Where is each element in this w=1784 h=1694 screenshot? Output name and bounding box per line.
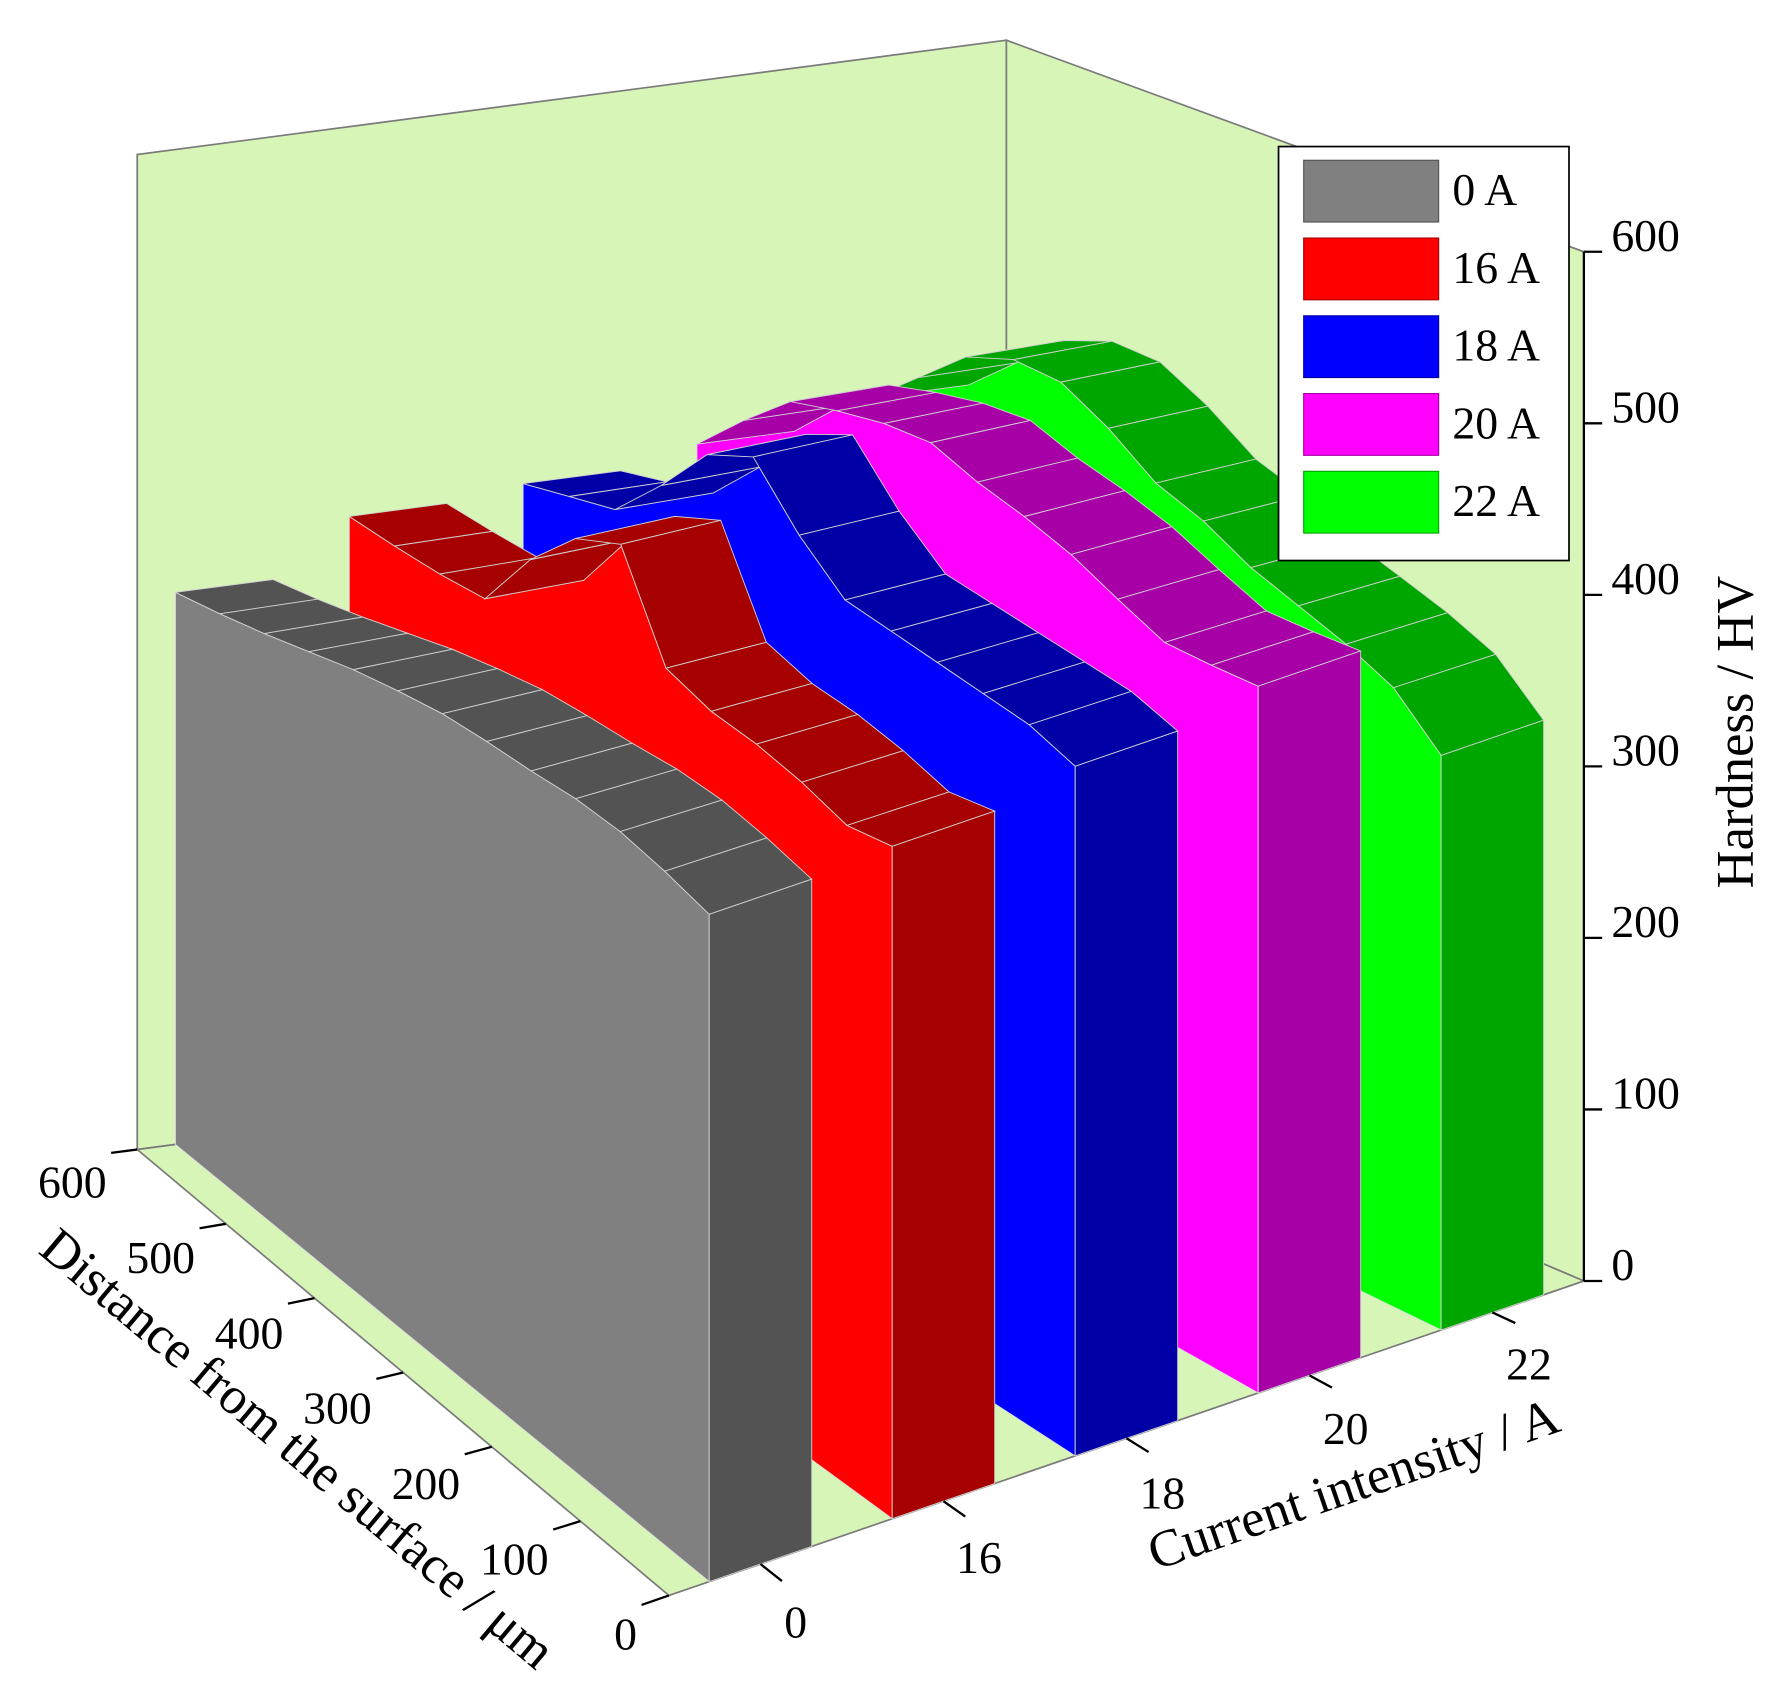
x-tick (376, 1371, 404, 1381)
legend-label: 20 A (1452, 397, 1540, 448)
x-tick (641, 1594, 670, 1606)
legend-label: 16 A (1452, 242, 1540, 293)
x-tick (111, 1148, 138, 1155)
wall-front (708, 878, 813, 1583)
z-tick-label: 200 (1611, 896, 1680, 947)
category-label: 16 (956, 1532, 1002, 1583)
legend-swatch (1303, 470, 1440, 534)
x-tick-label: 200 (392, 1458, 461, 1509)
x-tick-label: 500 (126, 1232, 195, 1283)
legend-label: 22 A (1452, 475, 1540, 526)
z-axis-title: Hardness / HV (1707, 576, 1765, 889)
x-tick-label: 100 (480, 1533, 549, 1584)
category-label: 20 (1323, 1403, 1369, 1454)
category-tick (1308, 1374, 1333, 1389)
legend-swatch (1303, 159, 1440, 223)
legend-swatch (1303, 237, 1440, 301)
x-tick-label: 0 (614, 1609, 637, 1660)
category-tick (942, 1500, 966, 1518)
category-label: 18 (1139, 1467, 1185, 1518)
wall-front (1074, 730, 1179, 1457)
x-tick-label: 300 (303, 1383, 372, 1434)
z-tick-label: 100 (1611, 1068, 1680, 1119)
legend: 0 A 16 A 18 A 20 A 22 A (1277, 145, 1570, 562)
category-tick (1491, 1311, 1516, 1325)
category-label: 0 (784, 1596, 807, 1647)
wall-front (1257, 650, 1362, 1394)
z-tick-label: 600 (1611, 210, 1680, 261)
category-label: 22 (1506, 1338, 1552, 1389)
walls (173, 340, 1545, 1583)
category-tick (759, 1563, 783, 1582)
z-tick-label: 400 (1611, 553, 1680, 604)
legend-label: 0 A (1452, 164, 1517, 215)
z-tick-label: 500 (1611, 381, 1680, 432)
x-tick (199, 1222, 227, 1230)
x-tick (552, 1520, 581, 1531)
legend-swatch (1303, 315, 1440, 379)
z-tick-label: 0 (1611, 1239, 1634, 1290)
category-tick (1125, 1437, 1150, 1454)
x-tick-label: 400 (215, 1307, 284, 1358)
legend-swatch (1303, 392, 1440, 456)
wall-front (1440, 719, 1545, 1331)
legend-label: 18 A (1452, 320, 1540, 371)
x-tick (464, 1445, 493, 1456)
x-tick (287, 1297, 315, 1305)
z-tick-label: 300 (1611, 724, 1680, 775)
wall-front (891, 810, 996, 1520)
x-tick-label: 600 (38, 1157, 107, 1208)
